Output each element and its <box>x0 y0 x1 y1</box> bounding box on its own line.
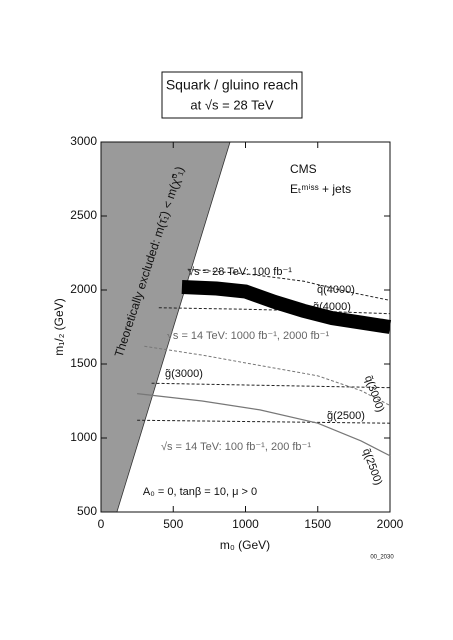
y-tick-label: 3000 <box>70 134 97 148</box>
y-axis-label: m₁/₂ (GeV) <box>52 298 66 355</box>
curve <box>158 307 391 315</box>
y-tick-label: 1000 <box>70 430 97 444</box>
curve <box>137 393 391 457</box>
annotation: A₀ = 0, tanβ = 10, μ > 0 <box>143 486 257 498</box>
annotation: √s = 14 TeV: 1000 fb⁻¹, 2000 fb⁻¹ <box>167 330 330 342</box>
annotation: 00_2030 <box>370 555 394 561</box>
x-tick-label: 1500 <box>304 517 331 531</box>
curve <box>137 419 391 424</box>
annotation: Eₜᵐⁱˢˢ + jets <box>290 182 351 196</box>
curve <box>181 280 392 334</box>
x-tick-label: 0 <box>98 517 105 531</box>
y-tick-label: 500 <box>77 504 97 518</box>
curve-label: q̃(3000) <box>362 374 386 414</box>
annotation: √s = 14 TeV: 100 fb⁻¹, 200 fb⁻¹ <box>161 441 311 453</box>
curve-label: g̃(3000) <box>165 368 203 380</box>
y-tick-label: 1500 <box>70 356 97 370</box>
chart-title: Squark / gluino reach <box>166 77 298 93</box>
title-box <box>161 71 303 119</box>
curve-label: q̃(4000) <box>317 284 355 296</box>
x-tick-label: 500 <box>163 517 183 531</box>
x-axis-label: m₀ (GeV) <box>220 538 270 552</box>
y-tick-label: 2500 <box>70 208 97 222</box>
curve <box>144 345 391 406</box>
y-tick-label: 2000 <box>70 282 97 296</box>
curve-label: g̃(2500) <box>327 410 365 422</box>
annotation: √s = 28 TeV: 100 fb⁻¹ <box>188 266 292 278</box>
curve-label: q̃(2500) <box>360 447 384 487</box>
x-tick-label: 2000 <box>377 517 404 531</box>
chart-subtitle: at √s = 28 TeV <box>190 97 273 112</box>
annotation: CMS <box>290 162 317 176</box>
curve <box>187 268 391 301</box>
x-tick-label: 1000 <box>232 517 259 531</box>
curve <box>151 382 391 389</box>
